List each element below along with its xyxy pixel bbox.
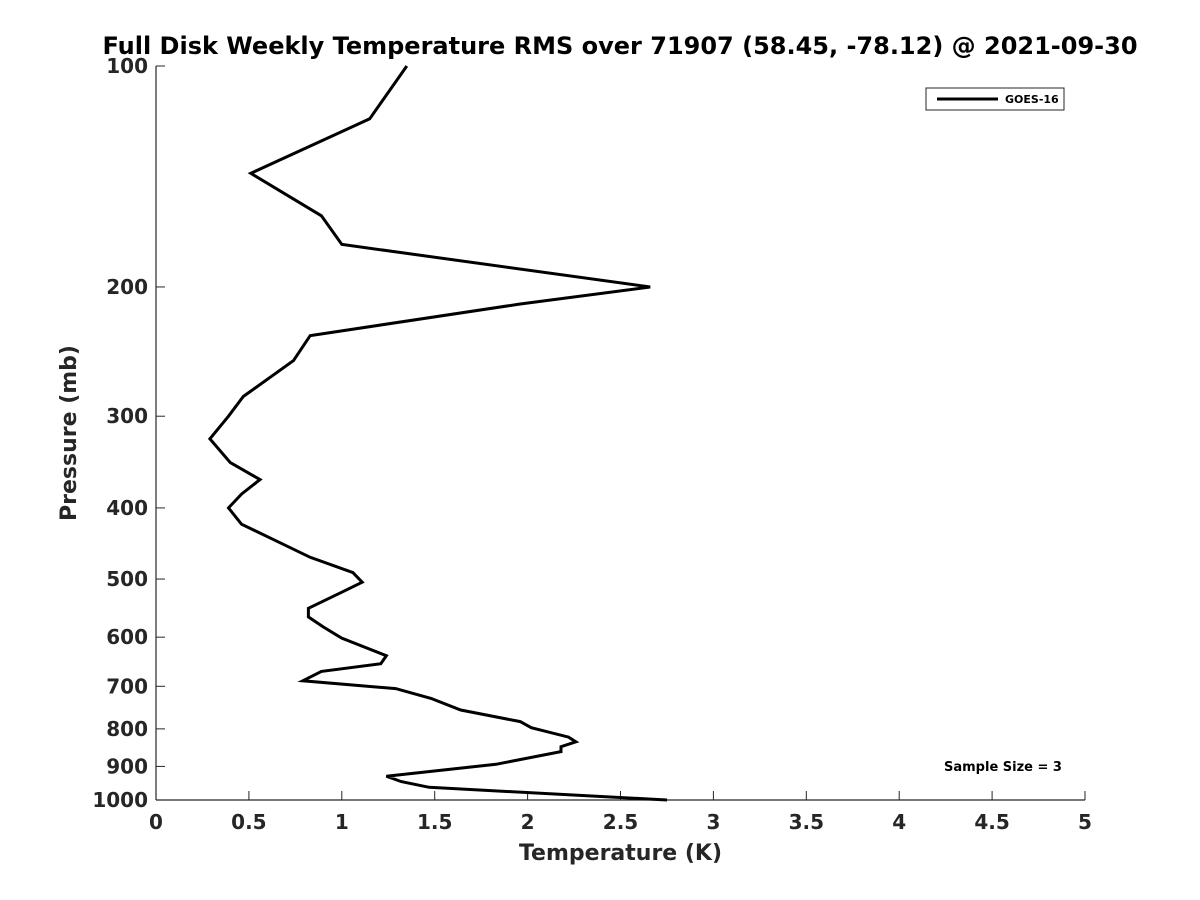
legend: GOES-16 (925, 87, 1065, 111)
y-axis: 100 200 300 400 500 600 700 800 900 1000 (92, 54, 165, 812)
x-tick-label: 1 (335, 810, 349, 834)
series-line-goes-16 (207, 65, 668, 802)
y-tick-label: 700 (106, 674, 148, 698)
x-tick-label: 2 (521, 810, 535, 834)
y-tick-label: 900 (106, 754, 148, 778)
y-tick-label: 500 (106, 567, 148, 591)
y-tick-label: 200 (106, 275, 148, 299)
chart-title: Full Disk Weekly Temperature RMS over 71… (102, 32, 1137, 60)
x-axis-label: Temperature (K) (519, 841, 722, 866)
y-tick-label: 300 (106, 404, 148, 428)
x-tick-label: 1.5 (417, 810, 452, 834)
x-tick-label: 5 (1078, 810, 1092, 834)
sample-size-annotation: Sample Size = 3 (944, 760, 1062, 775)
legend-entry-goes-16: GOES-16 (1005, 93, 1059, 106)
plot-area (156, 66, 1085, 800)
x-axis: 0 0.5 1 1.5 2 2.5 3 3.5 4 4.5 5 (149, 791, 1092, 834)
x-tick-label: 0.5 (231, 810, 266, 834)
x-tick-label: 3 (706, 810, 720, 834)
x-tick-label: 3.5 (789, 810, 824, 834)
y-axis-label: Pressure (mb) (57, 345, 82, 521)
x-tick-label: 4 (892, 810, 906, 834)
x-tick-label: 4.5 (974, 810, 1009, 834)
y-tick-label: 400 (106, 496, 148, 520)
x-tick-label: 0 (149, 810, 163, 834)
y-tick-label: 100 (106, 54, 148, 78)
series-group (207, 65, 668, 802)
y-tick-label: 800 (106, 717, 148, 741)
y-tick-label: 1000 (92, 788, 148, 812)
x-tick-label: 2.5 (603, 810, 638, 834)
y-tick-label: 600 (106, 625, 148, 649)
